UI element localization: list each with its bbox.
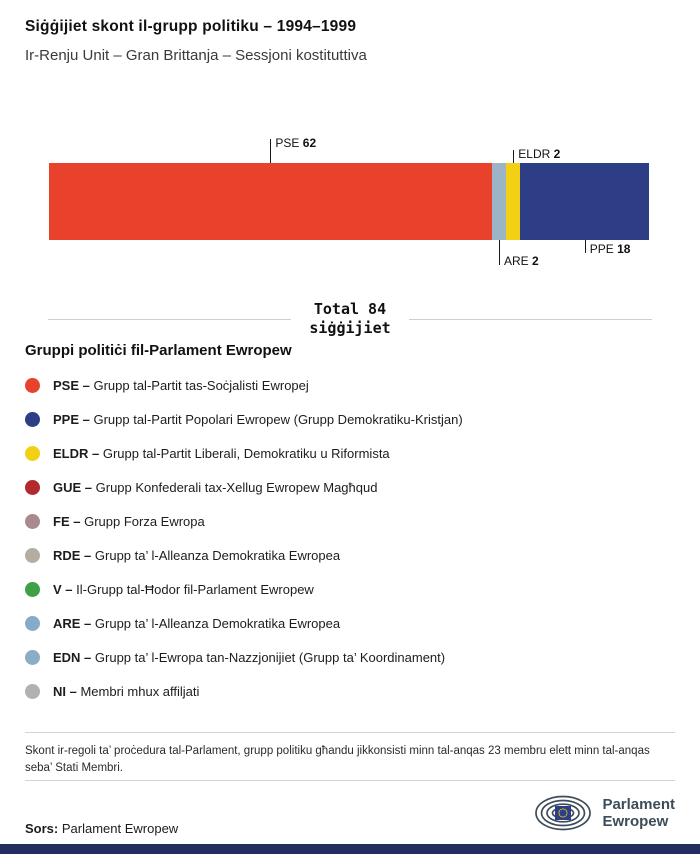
legend-label: ARE – Grupp ta’ l-Alleanza Demokratika E… [53, 615, 341, 631]
legend-item: GUE – Grupp Konfederali tax-Xellug Ewrop… [25, 470, 675, 504]
footnote: Skont ir-regoli ta’ proċedura tal-Parlam… [25, 745, 650, 774]
logo-line1: Parlament [602, 796, 675, 813]
legend-label: PSE – Grupp tal-Partit tas-Soċjalisti Ew… [53, 377, 309, 393]
bar-segment-are [491, 163, 507, 240]
eu-flag-icon [555, 806, 572, 820]
bar-callout-pse: PSE 62 [270, 136, 316, 163]
legend-label: PPE – Grupp tal-Partit Popolari Ewropew … [53, 411, 463, 427]
divider-rule-bottom [25, 780, 675, 781]
legend-label: FE – Grupp Forza Ewropa [53, 513, 205, 529]
logo-line2: Ewropew [602, 813, 669, 830]
source-value: Parlament Ewropew [61, 821, 179, 836]
legend-color-dot [25, 479, 40, 495]
source-label: Sors: [25, 821, 59, 836]
divider-line-left [48, 318, 292, 320]
page-title: Siġġijiet skont il-grupp politiku – 1994… [25, 18, 357, 35]
bar-callout-are: ARE 2 [499, 240, 539, 268]
legend-color-dot [25, 581, 40, 597]
callout-tick [499, 240, 500, 265]
legend-heading: Gruppi politiċi fil-Parlament Ewropew [25, 342, 292, 359]
total-seats: Total 84 siġġijiet [309, 300, 390, 338]
legend-color-dot [25, 513, 40, 529]
stacked-bar: PSE 62 ARE 2 ELDR 2 PPE 18 [49, 136, 649, 268]
legend-item: PSE – Grupp tal-Partit tas-Soċjalisti Ew… [25, 368, 675, 402]
logo-text: Parlament Ewropew [602, 796, 675, 830]
legend-color-dot [25, 411, 40, 427]
legend-item: EDN – Grupp ta’ l-Ewropa tan-Nazzjonijie… [25, 640, 675, 674]
total-label: Total 84 [313, 300, 387, 318]
callout-text: ARE 2 [504, 254, 539, 268]
legend-item: NI – Membri mhux affiljati [25, 674, 675, 708]
callout-tick [270, 139, 272, 163]
legend-label: EDN – Grupp ta’ l-Ewropa tan-Nazzjonijie… [53, 649, 446, 665]
legend-label: RDE – Grupp ta’ l-Alleanza Demokratika E… [53, 547, 341, 563]
callout-text: PPE 18 [589, 242, 631, 256]
legend-color-dot [25, 547, 40, 563]
callout-tick [513, 150, 515, 163]
legend-color-dot [25, 649, 40, 665]
total-sublabel: siġġijiet [309, 319, 391, 337]
legend-label: ELDR – Grupp tal-Partit Liberali, Demokr… [53, 445, 390, 461]
callout-tick [584, 240, 586, 253]
legend-item: RDE – Grupp ta’ l-Alleanza Demokratika E… [25, 538, 675, 572]
parliament-logo: Parlament Ewropew [534, 794, 675, 832]
bar-callout-ppe: PPE 18 [584, 240, 630, 256]
legend-label: GUE – Grupp Konfederali tax-Xellug Ewrop… [53, 479, 378, 495]
legend-color-dot [25, 377, 40, 393]
bar-segment-ppe [520, 163, 649, 240]
divider-rule-top [25, 732, 675, 733]
legend-label: NI – Membri mhux affiljati [53, 683, 200, 699]
legend-label: V – Il-Grupp tal-Ħodor fil-Parlament Ewr… [53, 581, 314, 597]
legend-item: ARE – Grupp ta’ l-Alleanza Demokratika E… [25, 606, 675, 640]
footer-strip [0, 844, 700, 854]
legend-color-dot [25, 683, 40, 699]
divider-line-right [408, 318, 652, 320]
callout-text: PSE 62 [275, 136, 317, 150]
bar-callout-eldr: ELDR 2 [513, 147, 560, 163]
legend-list: PSE – Grupp tal-Partit tas-Soċjalisti Ew… [25, 368, 675, 708]
hemicycle-icon [535, 795, 592, 831]
page-subtitle: Ir-Renju Unit – Gran Brittanja – Sessjon… [25, 47, 367, 64]
callout-text: ELDR 2 [518, 147, 561, 161]
bar-segment-pse [49, 163, 492, 240]
source-line: Sors: Parlament Ewropew [25, 821, 178, 836]
legend-item: FE – Grupp Forza Ewropa [25, 504, 675, 538]
legend-item: PPE – Grupp tal-Partit Popolari Ewropew … [25, 402, 675, 436]
bar-segment-eldr [506, 163, 521, 240]
legend-color-dot [25, 445, 40, 461]
legend-item: ELDR – Grupp tal-Partit Liberali, Demokr… [25, 436, 675, 470]
legend-color-dot [25, 615, 40, 631]
total-divider: Total 84 siġġijiet [48, 300, 652, 338]
legend-item: V – Il-Grupp tal-Ħodor fil-Parlament Ewr… [25, 572, 675, 606]
